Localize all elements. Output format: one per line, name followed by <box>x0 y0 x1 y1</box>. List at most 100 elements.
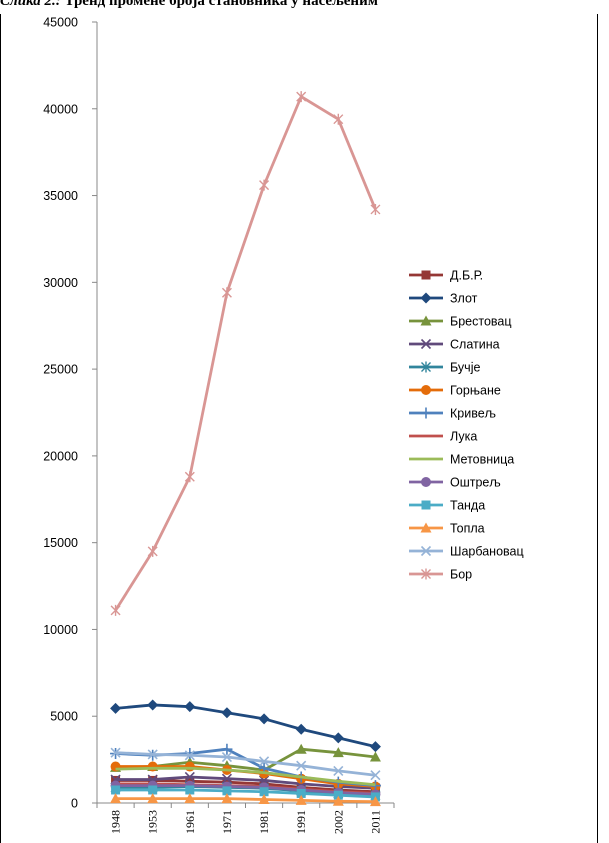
legend-item-оштрељ: Оштрељ <box>409 476 501 490</box>
caption-prefix: Слика 2.: <box>0 0 61 9</box>
legend-label: Оштрељ <box>450 476 501 490</box>
legend-marker <box>421 361 431 373</box>
legend-item-шарбановац: Шарбановац <box>409 545 524 559</box>
data-point <box>222 786 232 796</box>
legend-label: Метовница <box>450 453 514 467</box>
data-point <box>111 785 121 795</box>
data-point <box>147 793 159 804</box>
legend-label: Д.Б.Р. <box>450 269 483 283</box>
series-line <box>115 751 376 777</box>
data-point <box>333 790 343 800</box>
legend-label: Кривељ <box>450 407 496 421</box>
data-point <box>184 761 195 772</box>
y-tick-label: 35000 <box>43 189 78 203</box>
data-point <box>110 747 121 758</box>
x-tick-label: 1948 <box>109 810 123 834</box>
y-tick-label: 5000 <box>50 710 78 724</box>
data-point <box>370 770 381 781</box>
legend-item-злот: Злот <box>409 292 478 306</box>
data-point <box>147 749 158 760</box>
legend-item-танда: Танда <box>409 499 485 513</box>
series-топла <box>110 793 381 807</box>
data-point <box>369 741 381 753</box>
data-point <box>148 785 158 795</box>
legend-label: Горњане <box>450 384 501 398</box>
data-point <box>184 750 195 761</box>
data-point <box>296 788 306 798</box>
data-point <box>333 765 344 776</box>
legend-label: Бучје <box>450 361 480 375</box>
y-tick-label: 10000 <box>43 623 78 637</box>
data-point <box>221 743 233 755</box>
legend-marker <box>420 315 432 326</box>
data-point <box>332 732 344 744</box>
y-tick-label: 45000 <box>43 16 78 30</box>
data-point <box>184 748 196 760</box>
data-point <box>369 751 381 762</box>
series-line <box>115 797 376 804</box>
x-axis-ticks: 1948 1953 1961 1971 1981 1991 2002 2011 <box>96 803 395 834</box>
data-point <box>295 794 307 805</box>
data-point <box>258 756 270 767</box>
series-шарбановац <box>110 747 381 781</box>
data-point <box>259 787 269 797</box>
data-point <box>184 793 196 804</box>
legend-item-горњане: Горњане <box>409 384 501 398</box>
caption-text: Тренд промене броја становника у насељен… <box>64 0 378 9</box>
legend-marker <box>420 338 432 350</box>
legend-label: Шарбановац <box>450 545 524 559</box>
data-point <box>185 785 195 795</box>
legend-marker <box>420 407 432 419</box>
legend-marker <box>421 477 431 487</box>
x-tick-label: 2011 <box>368 810 382 834</box>
legend-item-топла: Топла <box>409 522 485 536</box>
legend-label: Бор <box>450 568 472 582</box>
y-tick-label: 15000 <box>43 536 78 550</box>
data-point <box>296 760 307 771</box>
data-point <box>258 713 270 725</box>
legend-marker <box>420 292 432 304</box>
x-tick-label: 1971 <box>220 810 234 834</box>
x-tick-label: 1953 <box>146 810 160 834</box>
data-point <box>332 747 344 758</box>
data-point <box>295 743 307 754</box>
x-tick-label: 2002 <box>331 810 345 834</box>
legend-marker <box>421 568 431 580</box>
x-tick-label: 1961 <box>183 810 197 834</box>
data-point <box>184 471 195 483</box>
legend-label: Танда <box>450 499 485 513</box>
legend-label: Злот <box>450 292 478 306</box>
y-tick-label: 30000 <box>43 276 78 290</box>
legend-label: Слатина <box>450 338 500 352</box>
y-axis-ticks: 0 5000 10000 15000 20000 25000 30000 35000 40000… <box>43 16 97 811</box>
data-point <box>296 91 307 103</box>
y-tick-label: 25000 <box>43 363 78 377</box>
data-point <box>370 203 381 215</box>
legend-marker <box>421 270 431 280</box>
data-point <box>221 793 233 804</box>
data-point <box>333 113 344 125</box>
legend-item-д-б-р: Д.Б.Р. <box>409 269 483 283</box>
x-tick-label: 1991 <box>294 810 308 834</box>
data-point <box>369 796 381 807</box>
data-point <box>332 795 344 806</box>
legend-item-бор: Бор <box>409 568 472 582</box>
y-tick-label: 20000 <box>43 449 78 463</box>
data-point <box>110 793 122 804</box>
legend-marker <box>421 385 431 395</box>
series-layer <box>110 91 381 807</box>
data-point <box>221 751 233 763</box>
data-point <box>147 545 158 557</box>
legend-marker <box>420 545 432 557</box>
legend-item-слатина: Слатина <box>409 338 500 352</box>
data-point <box>258 794 270 805</box>
legend-item-кривељ: Кривељ <box>409 407 496 421</box>
legend-item-бучје: Бучје <box>409 361 480 375</box>
legend-label: Лука <box>450 430 477 444</box>
data-point <box>221 773 233 784</box>
legend: Д.Б.Р. Злот Брестовац Слатина Бучје Горњане Кр… <box>409 269 524 582</box>
legend-marker <box>421 500 431 510</box>
data-point <box>147 699 159 711</box>
data-point <box>295 723 307 735</box>
